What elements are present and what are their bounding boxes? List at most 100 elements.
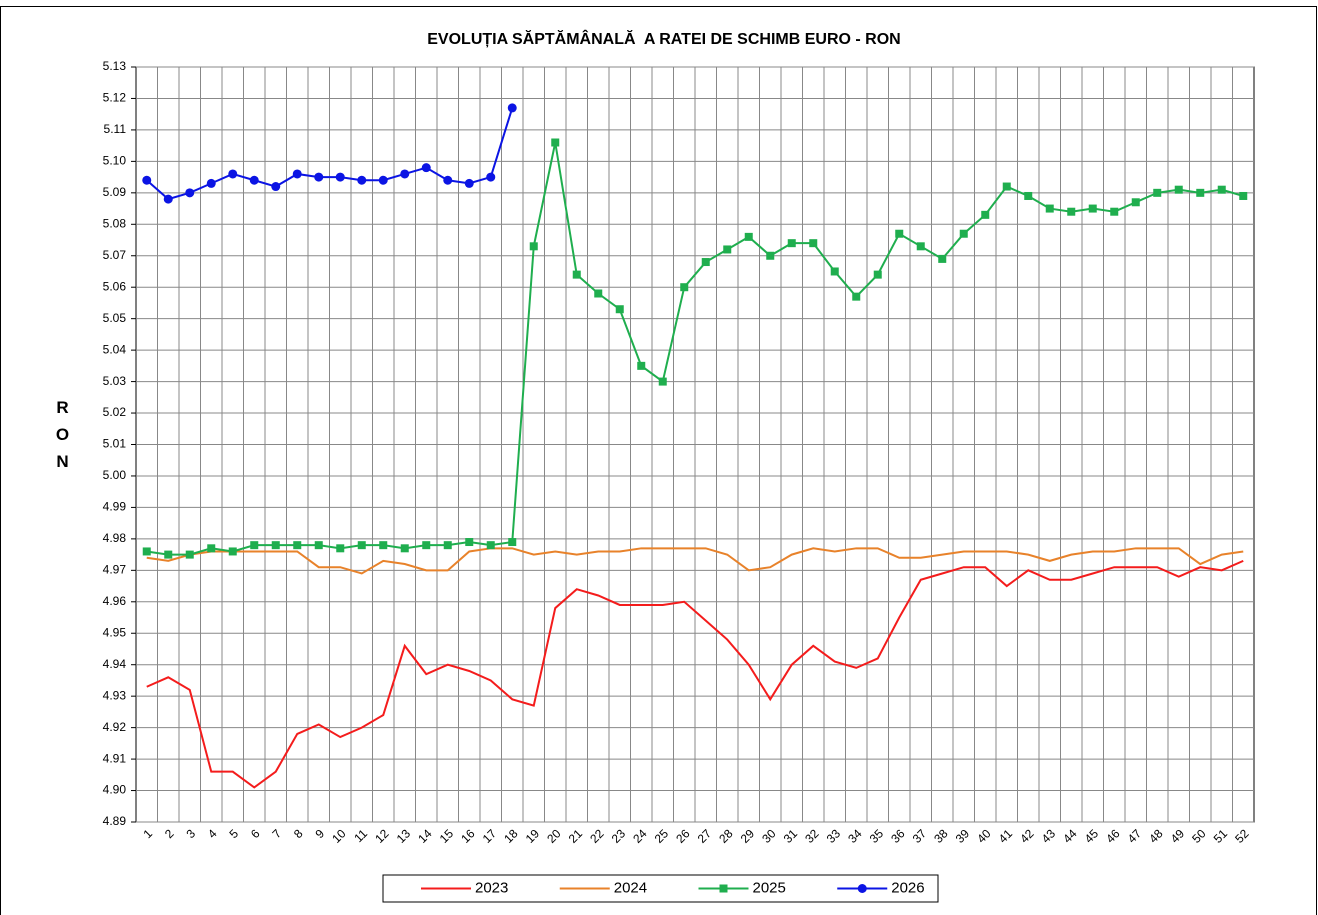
y-tick-label: 4.99 [103,500,127,514]
point [335,172,345,182]
point [206,178,216,188]
x-tick-label: 26 [673,826,693,846]
x-tick-label: 17 [480,826,500,846]
point [1239,191,1248,200]
point [809,239,818,248]
y-tick-label: 5.03 [103,374,127,388]
y-tick-label: 5.06 [103,279,127,293]
x-tick-label: 22 [587,826,607,846]
point [1131,198,1140,207]
y-tick-label: 4.91 [103,751,127,765]
point [615,305,624,314]
x-tick-label: 21 [566,826,586,846]
y-tick-label: 4.92 [103,720,127,734]
x-tick-label: 36 [888,826,908,846]
point [1153,188,1162,197]
x-tick-label: 45 [1082,826,1102,846]
point [164,550,173,559]
x-tick-label: 10 [329,826,349,846]
x-tick-label: 23 [609,826,629,846]
x-tick-label: 8 [291,826,306,841]
point [1067,207,1076,216]
point [1024,191,1033,200]
point [314,172,324,182]
y-tick-label: 5.10 [103,154,127,168]
point [421,163,431,173]
x-tick-label: 46 [1103,826,1123,846]
point [787,239,796,248]
y-tick-label: 4.90 [103,783,127,797]
point [529,242,538,251]
series-line [146,547,1244,575]
point [228,169,238,179]
legend-label: 2025 [753,879,786,896]
point [142,175,152,185]
point [1217,185,1226,194]
point [637,361,646,370]
point [292,169,302,179]
legend: 2023 2024 2025 2026 [382,874,939,903]
x-tick-label: 4 [205,826,220,841]
y-tick-label: 5.04 [103,342,127,356]
point [1174,185,1183,194]
point [959,229,968,238]
point [744,232,753,241]
x-tick-label: 20 [544,826,564,846]
x-tick-label: 1 [140,826,155,841]
series-line [146,142,1244,556]
y-tick-label: 5.08 [103,216,127,230]
point [271,541,280,550]
point [594,289,603,298]
x-tick-label: 38 [931,826,951,846]
chart-frame [0,6,1317,915]
point [938,254,947,263]
point [830,267,839,276]
x-tick-label: 15 [437,826,457,846]
y-tick-label: 4.96 [103,594,127,608]
x-tick-label: 16 [458,826,478,846]
x-tick-label: 12 [372,826,392,846]
point [1045,204,1054,213]
point [701,258,710,267]
y-tick-label: 5.12 [103,91,127,105]
point [207,544,216,553]
x-tick-label: 40 [974,826,994,846]
x-tick-label: 13 [394,826,414,846]
legend-marker [857,884,867,893]
point [250,541,259,550]
x-tick-label: 5 [226,826,241,841]
point [185,550,194,559]
x-tick-label: 32 [802,826,822,846]
x-tick-label: 19 [523,826,543,846]
point [486,541,495,550]
x-tick-label: 50 [1189,826,1209,846]
point [142,547,151,556]
point [443,175,453,185]
y-tick-label: 4.97 [103,563,127,577]
x-tick-label: 33 [824,826,844,846]
y-axis-label: RON [53,398,72,479]
point [464,178,474,188]
y-tick-label: 4.94 [103,657,127,671]
point [916,242,925,251]
x-tick-label: 18 [501,826,521,846]
point [766,251,775,260]
point [658,377,667,386]
legend-marker [719,884,728,893]
y-tick-label: 5.13 [103,59,127,73]
x-tick-label: 31 [781,826,801,846]
x-tick-label: 51 [1211,826,1231,846]
y-tick-label: 4.98 [103,531,127,545]
point [163,194,173,204]
legend-label: 2026 [891,879,924,896]
point [271,182,281,192]
y-tick-label: 5.05 [103,311,127,325]
legend-label: 2023 [475,879,508,896]
y-tick-label: 4.89 [103,814,127,828]
point [486,172,496,182]
point [249,175,259,185]
point [185,188,195,198]
legend-label: 2024 [614,879,647,896]
point [379,541,388,550]
